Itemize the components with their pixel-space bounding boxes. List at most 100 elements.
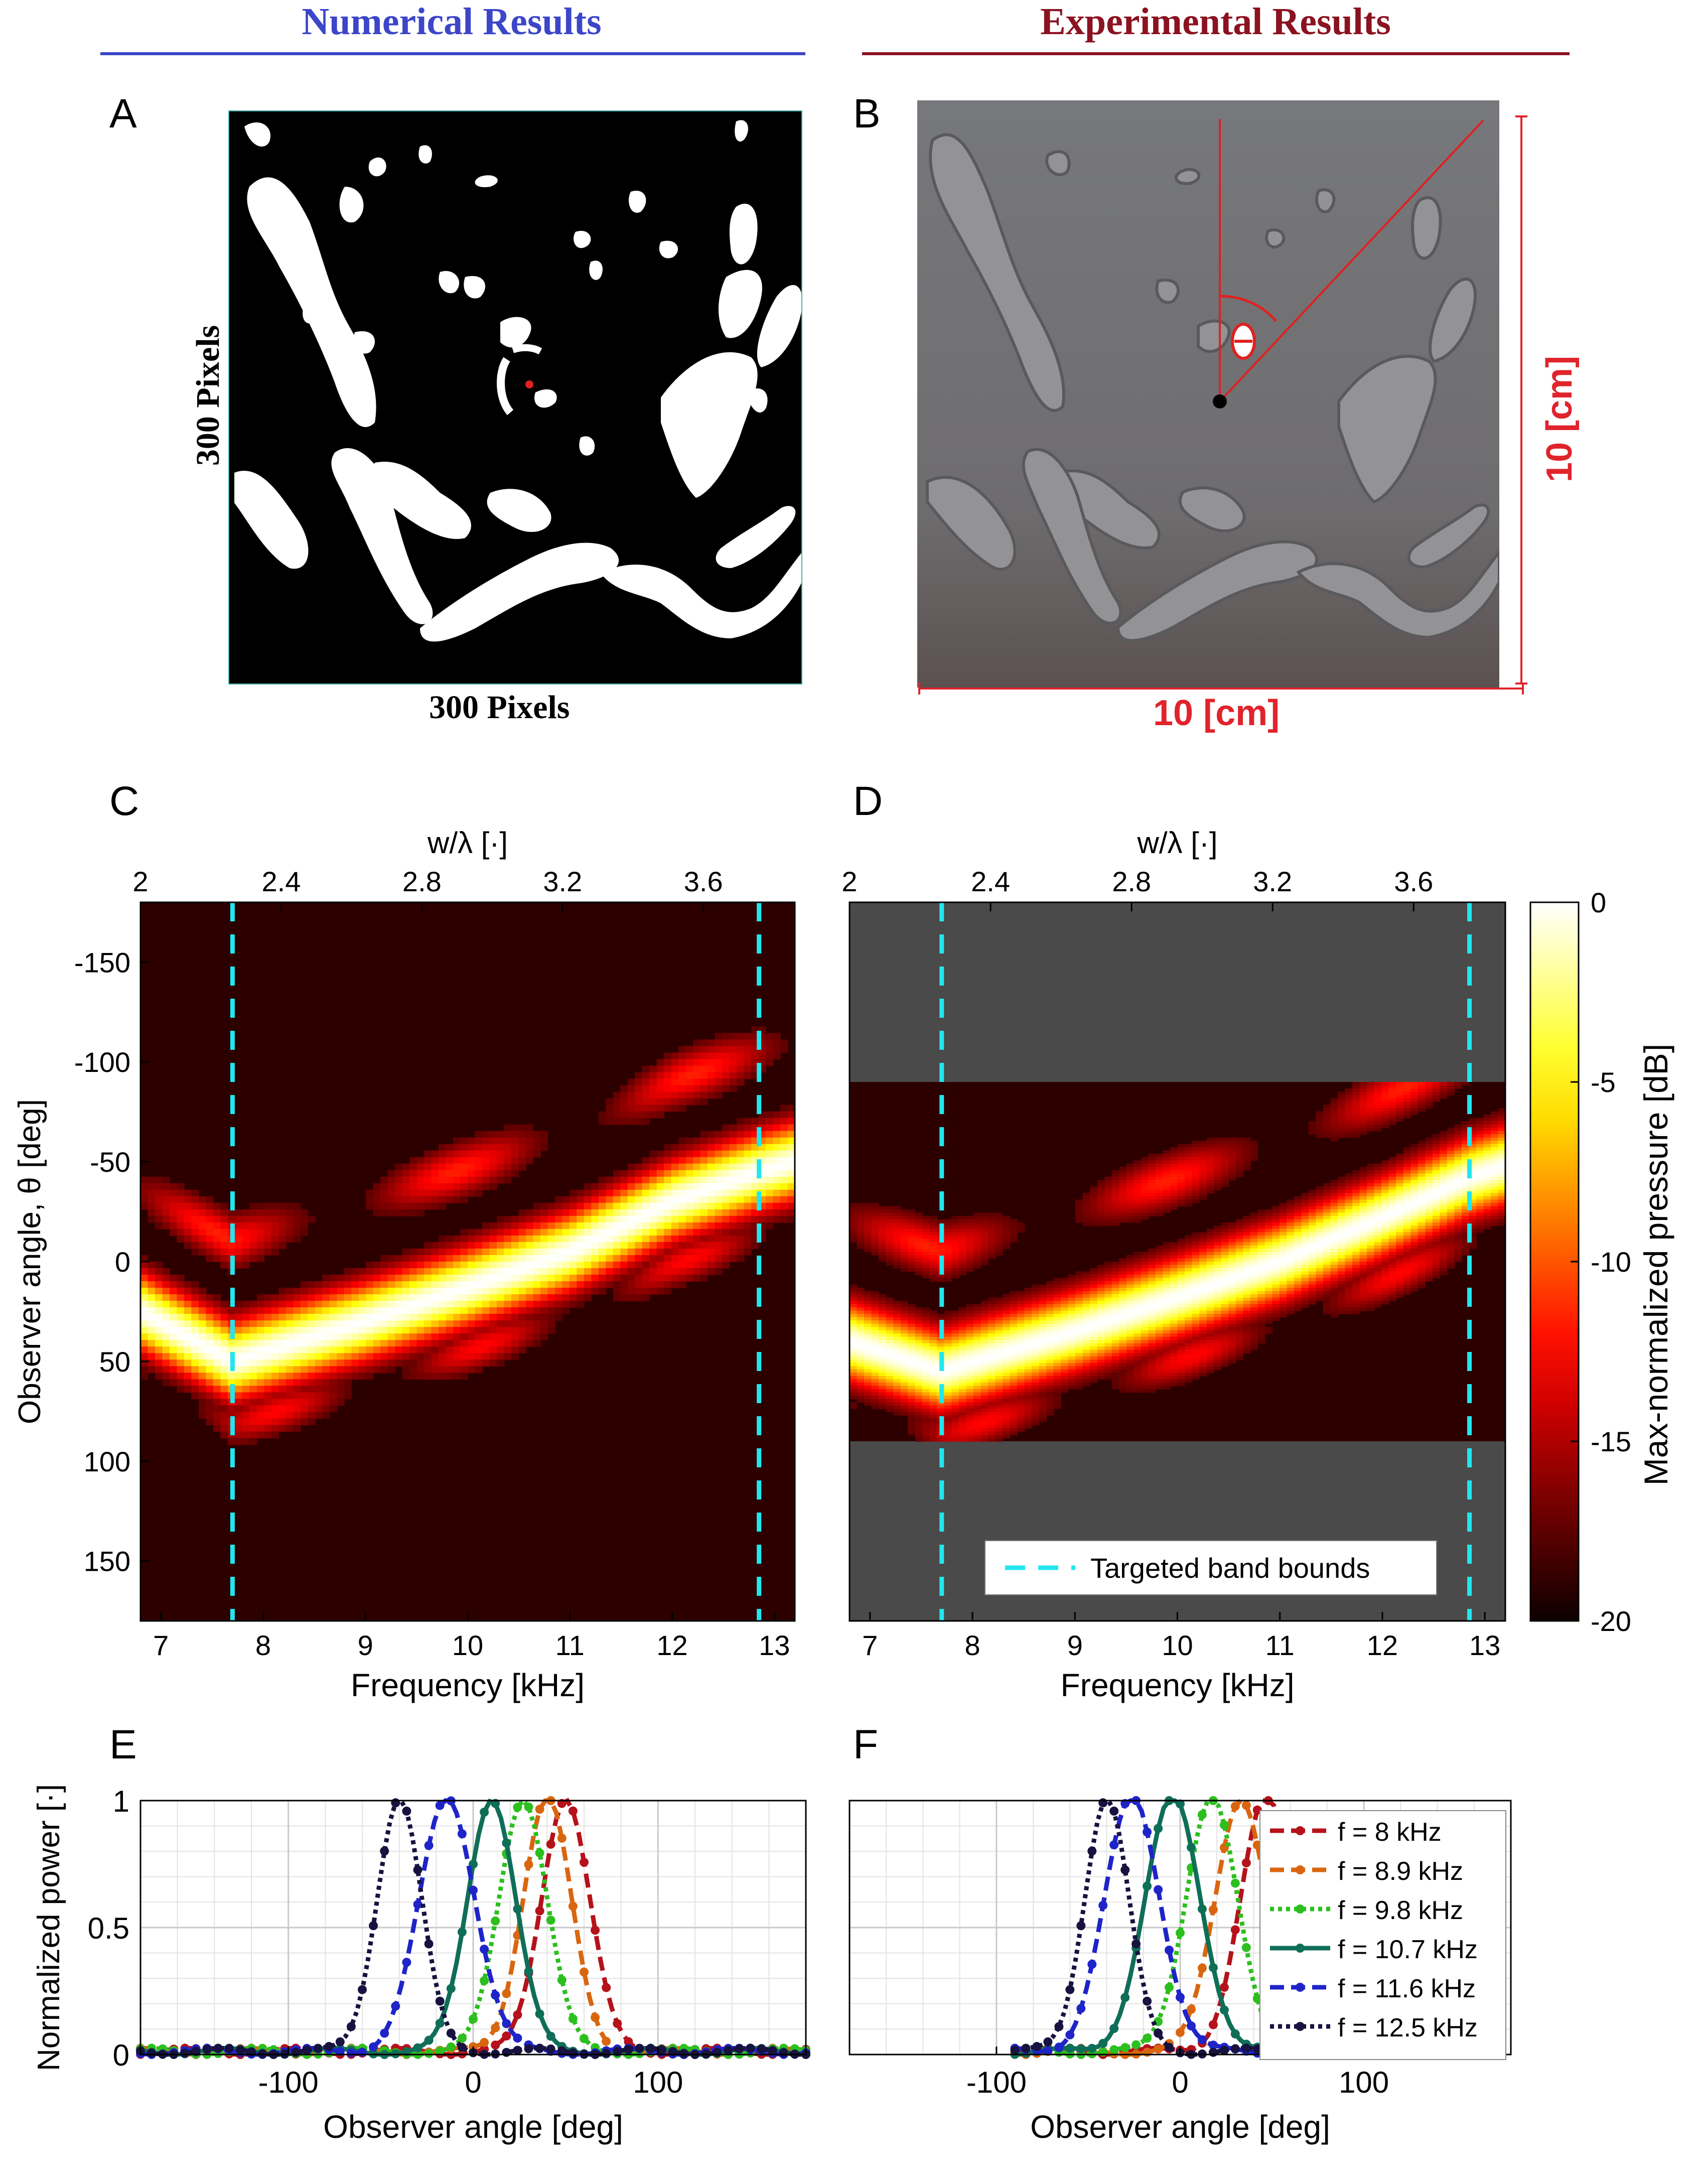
heatmap-cell [525,1262,534,1269]
heatmap-cell [271,1209,279,1216]
heatmap-cell [879,1310,887,1314]
heatmap-cell [685,1209,693,1216]
heatmap-cell [937,1343,945,1347]
heatmap-cell [1111,1366,1120,1370]
heatmap-cell [300,1228,309,1236]
heatmap-cell [366,1189,374,1197]
heatmap-cell [715,1262,723,1269]
heatmap-cell [958,1340,967,1344]
heatmap-cell [1024,1415,1032,1419]
heatmap-cell [344,1340,352,1347]
heatmap-cell [278,1314,287,1321]
heatmap-cell [958,1349,967,1353]
heatmap-cell [351,1307,359,1314]
heatmap-cell [951,1317,959,1321]
heatmap-cell [162,1281,170,1288]
heatmap-cell [871,1291,879,1295]
heatmap-cell [1010,1235,1018,1240]
heatmap-cell [980,1435,988,1439]
heatmap-cell [278,1320,287,1327]
heatmap-cell [1134,1359,1142,1363]
heatmap-cell [198,1346,207,1353]
heatmap-cell [864,1373,872,1377]
heatmap-cell [958,1359,967,1363]
heatmap-cell [424,1202,432,1210]
heatmap-cell [1003,1356,1011,1360]
heatmap-cell [242,1249,250,1256]
heatmap-cell [482,1157,490,1164]
heatmap-cell [489,1314,497,1321]
heatmap-cell [915,1366,923,1370]
heatmap-cell [1053,1366,1061,1370]
heatmap-cell [850,1366,858,1370]
heatmap-cell [293,1359,301,1367]
heatmap-cell [951,1402,959,1406]
heatmap-cell [177,1386,185,1393]
heatmap-cell [308,1392,316,1400]
heatmap-cell [966,1219,974,1223]
heatmap-cell [693,1255,701,1262]
heatmap-cell [864,1353,872,1357]
heatmap-cell [206,1399,214,1406]
heatmap-cell [431,1202,439,1210]
heatmap-cell [951,1336,959,1340]
heatmap-cell [264,1425,272,1432]
heatmap-cell [737,1255,745,1262]
heatmap-cell [322,1359,330,1367]
heatmap-cell [446,1333,454,1340]
heatmap-cell [886,1402,894,1406]
heatmap-cell [850,1373,858,1377]
heatmap-cell [337,1288,345,1295]
heatmap-cell [944,1317,952,1321]
heatmap-cell [1075,1353,1083,1357]
heatmap-cell [1053,1314,1061,1318]
heatmap-cell [547,1222,555,1230]
heatmap-cell [1053,1402,1061,1406]
heatmap-cell [1061,1373,1069,1377]
heatmap-cell [656,1262,664,1269]
heatmap-cell [627,1288,636,1295]
heatmap-cell [929,1359,937,1363]
heatmap-cell [664,1183,672,1190]
heatmap-cell [431,1288,439,1295]
heatmap-cell [606,1281,614,1288]
heatmap-cell [1163,1379,1171,1383]
heatmap-cell [249,1314,257,1321]
heatmap-cell [944,1219,952,1223]
heatmap-cell [497,1176,505,1184]
heatmap-cell [758,1118,766,1125]
heatmap-cell [271,1425,279,1432]
heatmap-cell [504,1314,512,1321]
heatmap-cell [980,1340,988,1344]
design-inclusion [303,302,320,324]
heatmap-cell [958,1336,967,1340]
heatmap-cell [366,1333,374,1340]
heatmap-cell [620,1091,628,1099]
heatmap-cell [671,1189,679,1197]
heatmap-cell [453,1163,461,1171]
heatmap-cell [395,1307,403,1314]
heatmap-cell [387,1262,395,1269]
heatmap-cell [922,1307,930,1311]
heatmap-cell [886,1215,894,1220]
heatmap-cell [1024,1402,1032,1406]
heatmap-cell [286,1215,294,1223]
heatmap-cell [656,1085,664,1093]
heatmap-cell [722,1215,730,1223]
heatmap-cell [380,1327,388,1334]
heatmap-cell [744,1183,752,1190]
heatmap-cell [722,1170,730,1177]
heatmap-cell [987,1330,996,1334]
heatmap-cell [1163,1281,1171,1285]
heatmap-cell [220,1242,228,1249]
heatmap-cell [1134,1212,1142,1216]
heatmap-cell [337,1314,345,1321]
heatmap-cell [533,1333,541,1340]
heatmap-cell [1148,1167,1156,1171]
heatmap-cell [744,1052,752,1060]
heatmap-cell [278,1340,287,1347]
heatmap-cell [416,1262,425,1269]
heatmap-cell [525,1235,534,1243]
heatmap-cell [708,1091,716,1099]
heatmap-cell [671,1196,679,1203]
